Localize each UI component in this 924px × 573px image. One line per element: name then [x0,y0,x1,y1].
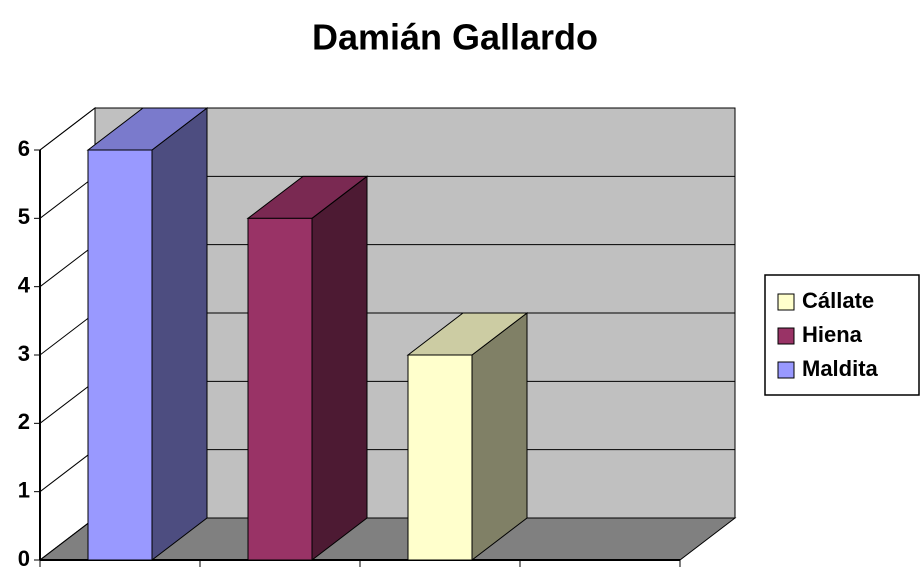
bar-side [151,106,208,562]
y-tick-label: 2 [18,409,30,434]
legend-swatch [777,293,795,311]
y-tick-label: 6 [18,136,30,161]
legend-swatch [777,361,795,379]
bar-side [311,175,368,562]
bar [87,149,153,561]
chart-title: Damián Gallardo [312,17,598,58]
grid-line [39,107,735,151]
bar [247,217,313,561]
y-tick-label: 1 [18,477,30,502]
legend-label: Maldita [802,356,879,381]
y-tick-label: 5 [18,204,30,229]
bar [407,354,473,561]
legend-swatch [777,327,795,345]
y-tick-label: 0 [18,546,30,571]
y-tick-label: 4 [18,272,31,297]
bar-side [471,311,528,562]
legend-label: Cállate [802,288,874,313]
legend-label: Hiena [802,322,863,347]
y-tick-label: 3 [18,341,30,366]
